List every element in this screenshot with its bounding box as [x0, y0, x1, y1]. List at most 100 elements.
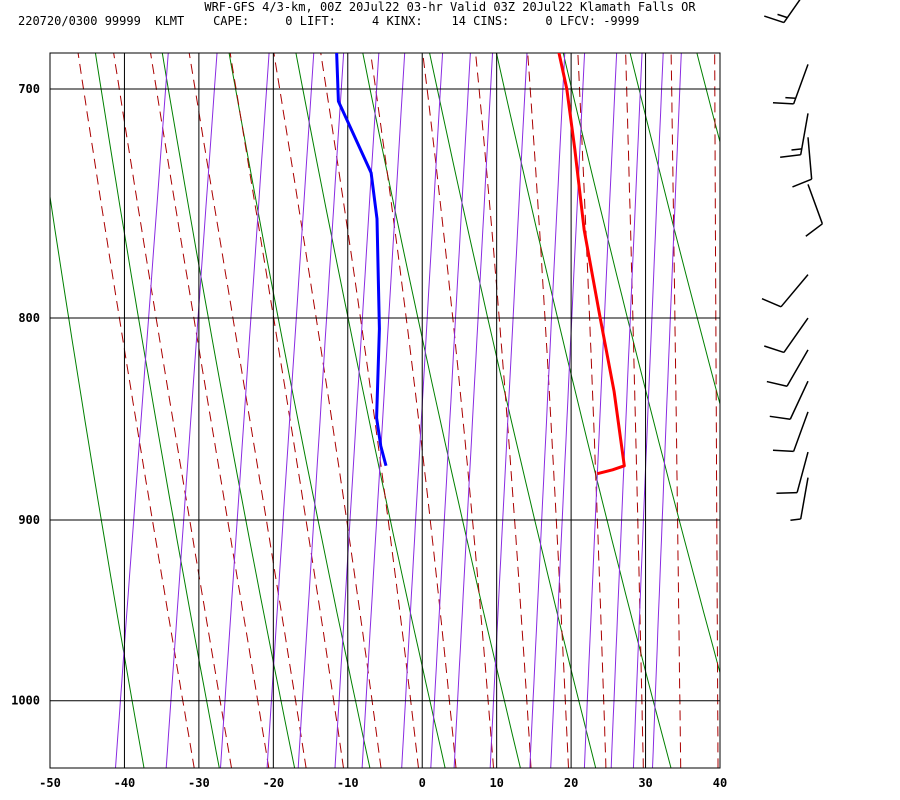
x-tick-label: 10: [489, 776, 503, 790]
dewpoint-profile: [335, 53, 388, 467]
barb-feather: [772, 101, 794, 105]
x-tick-label: -20: [262, 776, 284, 790]
barb-feather: [772, 449, 794, 453]
mixing-ratio-line: [401, 53, 444, 768]
barb-staff: [792, 64, 809, 105]
mixing-ratio-line: [453, 53, 494, 768]
dry-adiabat: [50, 193, 145, 768]
dry-adiabat: [161, 53, 296, 768]
barb-feather: [792, 178, 812, 188]
moist-adiabat: [188, 53, 307, 768]
barb-feather: [805, 223, 823, 237]
plot-frame: [49, 52, 721, 769]
wind-barb: [805, 184, 824, 237]
dry-adiabat: [228, 53, 371, 768]
wind-barb: [776, 451, 809, 495]
wind-barb: [780, 113, 809, 158]
dry-adiabat: [696, 53, 720, 144]
barb-staff: [807, 184, 824, 225]
dry-adiabat: [495, 53, 672, 768]
mixing-ratio-line: [550, 53, 586, 768]
mixing-ratio-line: [334, 53, 380, 768]
mixing-ratio-line: [114, 53, 169, 768]
barb-staff: [783, 0, 801, 23]
mixing-ratio-line: [361, 53, 406, 768]
x-tick-label: 30: [638, 776, 652, 790]
mixing-ratio-line: [651, 53, 682, 768]
barb-staff: [786, 349, 809, 387]
station-stats: 220720/0300 99999 KLMT CAPE: 0 LIFT: 4 K…: [18, 14, 640, 28]
mixing-ratio-line: [297, 53, 345, 768]
dry-adiabat: [704, 0, 900, 784]
mixing-ratio-line: [489, 53, 528, 768]
chart-title: WRF-GFS 4/3-km, 00Z 20Jul22 03-hr Valid …: [204, 0, 696, 14]
y-tick-label: 700: [18, 82, 40, 96]
mixing-ratio-line: [219, 53, 270, 768]
barb-feather: [764, 345, 785, 354]
dry-adiabat: [429, 53, 597, 768]
y-tick-label: 1000: [11, 694, 40, 708]
x-tick-label: 40: [713, 776, 727, 790]
barb-feather: [766, 380, 788, 388]
moist-adiabat: [577, 53, 607, 768]
barb-staff: [792, 411, 809, 452]
mixing-ratio-line: [165, 53, 218, 768]
barb-feather: [776, 491, 798, 495]
wind-barb: [790, 477, 809, 521]
dry-adiabat: [362, 53, 521, 768]
y-tick-label: 800: [18, 311, 40, 325]
wind-barbs: [761, 0, 824, 521]
moist-adiabat: [150, 53, 270, 768]
mixing-ratio-line: [430, 53, 471, 768]
axis-ticks: -50-40-30-20-100102030404005006007008009…: [11, 82, 727, 790]
x-tick-label: -40: [114, 776, 136, 790]
dry-adiabat: [562, 53, 720, 675]
barb-half-feather: [777, 13, 788, 19]
moist-adiabat: [625, 53, 644, 768]
x-tick-label: -30: [188, 776, 210, 790]
moist-adiabat: [113, 53, 233, 768]
barb-staff: [780, 274, 809, 308]
dry-adiabat: [818, 0, 900, 784]
moist-adiabat: [273, 53, 382, 768]
barb-half-feather: [785, 96, 796, 99]
barb-half-feather: [790, 518, 801, 521]
wind-barb: [764, 317, 809, 354]
dry-adiabat: [629, 53, 720, 406]
barb-feather: [780, 153, 801, 158]
x-tick-label: 0: [419, 776, 426, 790]
barb-staff: [796, 451, 809, 493]
x-tick-label: -50: [39, 776, 61, 790]
moist-adiabat: [670, 53, 682, 768]
moist-adiabat: [422, 53, 495, 768]
barb-feather: [764, 15, 785, 24]
wind-barb: [772, 64, 809, 105]
moist-adiabat: [320, 53, 420, 768]
dry-adiabat: [94, 53, 220, 768]
wind-barb: [769, 380, 809, 420]
x-tick-label: -10: [337, 776, 359, 790]
temperature-profile: [557, 53, 626, 476]
mixing-ratio-line: [610, 53, 643, 768]
y-tick-label: 900: [18, 513, 40, 527]
x-tick-label: 20: [564, 776, 578, 790]
moist-adiabat: [77, 53, 195, 768]
wind-barb: [792, 137, 813, 188]
barb-feather: [761, 297, 782, 308]
dry-adiabat: [761, 0, 900, 784]
mixing-ratio-line: [529, 53, 566, 768]
grid-lines: [50, 53, 720, 768]
wind-barb: [764, 0, 801, 24]
barb-staff: [783, 317, 809, 353]
sounding-profiles: [335, 53, 626, 476]
moist-adiabat: [714, 53, 719, 768]
barb-staff: [799, 477, 809, 520]
wind-barb: [766, 349, 809, 388]
dry-adiabat: [295, 53, 446, 768]
moist-adiabat: [527, 53, 570, 768]
barb-staff: [799, 113, 809, 155]
mixing-ratio-line: [632, 53, 664, 768]
wind-barb: [772, 411, 809, 453]
